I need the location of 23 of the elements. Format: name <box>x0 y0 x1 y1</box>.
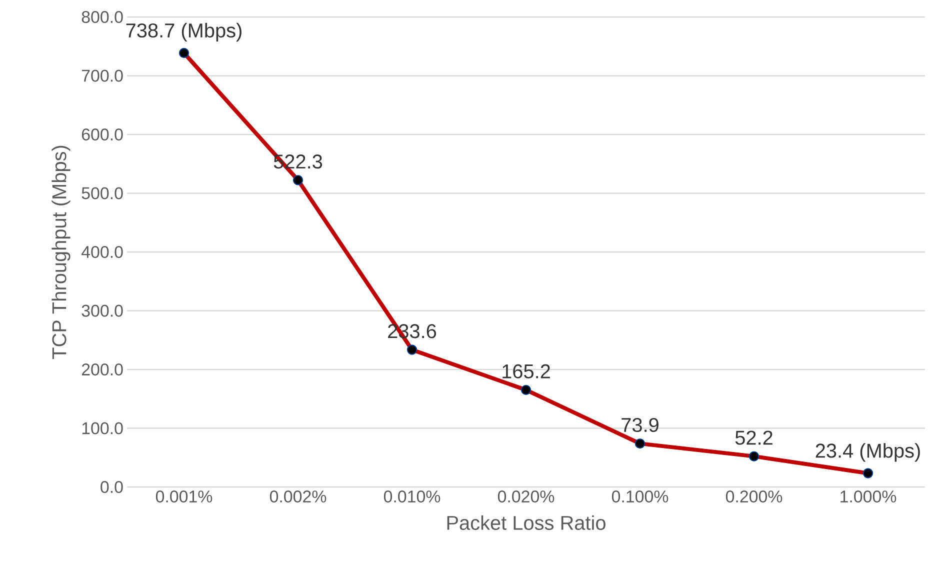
y-tick-label: 700.0 <box>82 70 123 82</box>
x-tick-label: 1.000% <box>840 490 896 503</box>
data-label: 73.9 <box>622 418 658 432</box>
data-label: 23.4 (Mbps) <box>816 443 920 462</box>
x-axis-title: Packet Loss Ratio <box>447 515 606 530</box>
y-axis-title: TCP Throughput (Mbps) <box>52 146 70 359</box>
y-tick-label: 400.0 <box>81 246 123 258</box>
y-tick-label: 500.0 <box>82 187 123 200</box>
data-label: 738.7 (Mbps) <box>126 22 242 42</box>
x-tick-label: 0.100% <box>612 490 668 503</box>
y-tick-label: 600.0 <box>82 128 123 140</box>
x-tick-label: 0.002% <box>270 490 326 503</box>
x-tick-label: 0.010% <box>384 490 440 503</box>
y-tick-label: 200.0 <box>82 363 123 376</box>
y-tick-label: 0.0 <box>100 480 123 493</box>
data-label: 52.2 <box>735 430 772 445</box>
data-label: 165.2 <box>502 364 550 378</box>
x-tick-label: 0.020% <box>498 490 554 503</box>
x-tick-label: 0.001% <box>156 490 212 503</box>
y-tick-label: 300.0 <box>82 304 123 317</box>
y-tick-label: 800.0 <box>82 10 123 23</box>
x-tick-label: 0.200% <box>726 490 782 503</box>
y-tick-label: 100.0 <box>82 422 123 434</box>
